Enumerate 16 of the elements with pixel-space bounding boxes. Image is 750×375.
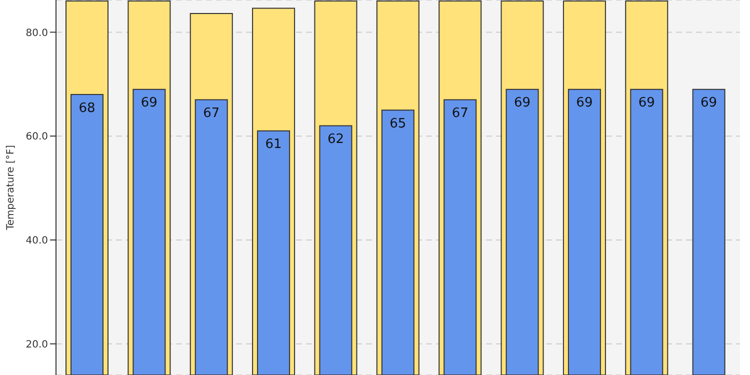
data-label: 69 (576, 96, 593, 111)
data-label: 67 (203, 106, 220, 121)
data-label: 61 (265, 137, 282, 152)
data-label: 69 (638, 96, 655, 111)
data-label: 69 (700, 96, 718, 111)
data-label: 69 (514, 96, 531, 111)
data-label: 68 (78, 100, 96, 116)
data-label: 69 (140, 96, 158, 111)
data-label: 65 (390, 116, 406, 132)
y-tick-label: 60.0 (26, 132, 48, 143)
data-label: 62 (327, 132, 344, 147)
data-label: 67 (452, 106, 468, 121)
y-tick-label: 80.0 (26, 28, 48, 39)
y-tick-label: 40.0 (26, 236, 48, 247)
y-tick-label: 20.0 (26, 339, 48, 350)
y-axis-title: Temperature [°F] (6, 144, 17, 232)
